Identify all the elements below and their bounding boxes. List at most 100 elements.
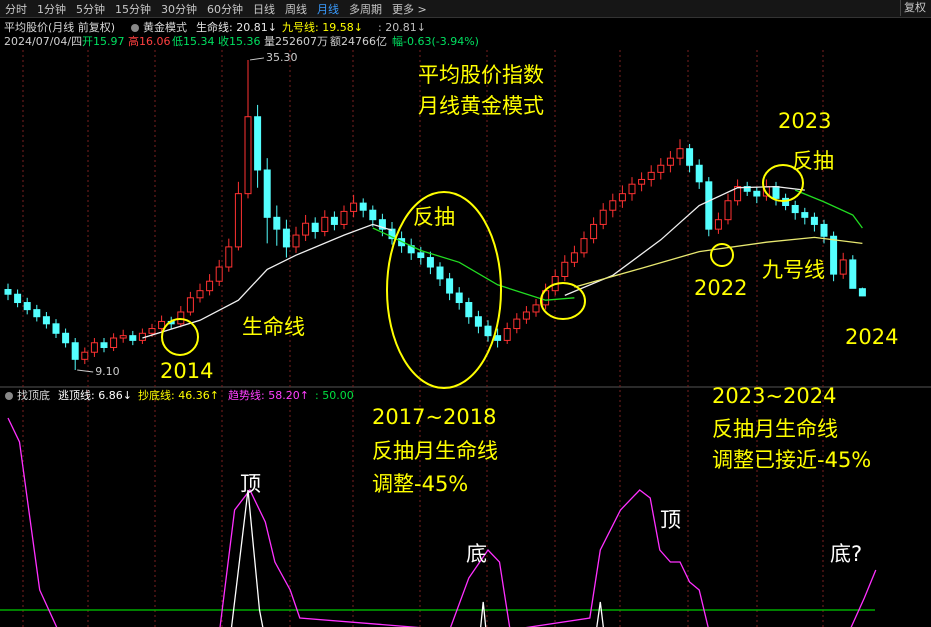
annotation: 顶	[660, 508, 681, 532]
max-label: 35.30	[266, 51, 298, 64]
annotation: 调整-45%	[372, 472, 468, 496]
chart: 35.309.10 平均股价指数月线黄金模式2023反抽反抽2022九号线202…	[0, 20, 931, 627]
annotation: 九号线	[762, 258, 825, 282]
candle-body	[417, 252, 425, 259]
period-tab[interactable]: 多周期	[349, 2, 382, 16]
period-tab[interactable]: 5分钟	[76, 2, 105, 16]
candle-body	[695, 164, 703, 183]
candle-body	[609, 200, 617, 211]
candle-body	[340, 210, 348, 225]
candle-body	[830, 235, 838, 275]
candle-body	[33, 309, 41, 318]
candle-body	[446, 278, 454, 294]
highlight-circle	[710, 243, 734, 267]
annotations: 平均股价指数月线黄金模式2023反抽反抽2022九号线20242014生命线20…	[160, 63, 898, 566]
candle-body	[378, 219, 386, 230]
candle-body	[292, 234, 300, 248]
candle-body	[753, 190, 761, 197]
candle-body	[580, 238, 588, 254]
annotation: 2024	[845, 325, 898, 349]
period-tab[interactable]: 周线	[285, 2, 307, 16]
candle-body	[474, 316, 482, 327]
candle-body	[561, 261, 569, 277]
candle-body	[388, 228, 396, 240]
period-tab[interactable]: 月线	[317, 2, 339, 16]
candle-body	[282, 228, 290, 248]
candle-body	[254, 116, 262, 171]
candle-body	[62, 332, 70, 344]
adjust-button[interactable]: 复权	[900, 0, 929, 16]
candle-body	[52, 323, 60, 334]
period-tab[interactable]: 1分钟	[37, 2, 66, 16]
sub-panel	[0, 417, 877, 627]
candle-body	[676, 148, 684, 159]
max-pointer	[249, 57, 265, 61]
candle-body	[81, 351, 89, 360]
toolbar: 分时 1分钟 5分钟 15分钟 30分钟 60分钟 日线 周线 月线 多周期 更多 > 复权	[0, 0, 931, 18]
period-separators	[22, 50, 824, 627]
annotation: 平均股价指数	[418, 63, 544, 87]
candle-body	[321, 216, 329, 233]
candle-body	[244, 116, 252, 195]
annotation: 顶	[240, 472, 261, 496]
candle-body	[657, 164, 665, 173]
candle-body	[513, 318, 521, 330]
candle-body	[570, 252, 578, 263]
candle-body	[455, 292, 463, 304]
candle-body	[465, 302, 473, 318]
period-tab[interactable]: 分时	[5, 2, 27, 16]
indicator-line	[574, 236, 863, 288]
period-tab[interactable]: 日线	[253, 2, 275, 16]
candle-body	[234, 193, 242, 248]
signal-line	[230, 489, 604, 627]
candle-body	[369, 209, 377, 221]
candle-body	[647, 171, 655, 180]
candle-body	[100, 342, 108, 348]
period-tab[interactable]: 30分钟	[161, 2, 197, 16]
candle-body	[801, 212, 809, 218]
indicator-value: 生命线: 20.81↓	[196, 20, 277, 34]
candle-body	[129, 335, 137, 341]
candle-body	[590, 223, 598, 240]
candle-body	[158, 320, 166, 330]
candle-body	[638, 178, 646, 185]
candle-body	[484, 325, 492, 337]
annotation: 反抽月生命线	[712, 417, 838, 441]
candle-body	[724, 200, 732, 221]
sub-indicator-value: 趋势线: 58.20↑	[228, 388, 309, 402]
quote-item: 高16.06	[128, 34, 171, 48]
candle-body	[618, 193, 626, 202]
main-panel: 35.30 9.10	[4, 51, 866, 378]
candle-body	[532, 304, 540, 313]
sub-indicator-value: 抄底线: 46.36↑	[138, 388, 219, 402]
indicator-icon	[5, 392, 13, 400]
indicator-value: : 20.81↓	[378, 21, 426, 34]
candle-body	[849, 259, 857, 289]
candle-body	[359, 202, 367, 211]
quote-item: 幅-0.63(-3.94%)	[392, 35, 479, 48]
period-tab[interactable]: 更多 >	[392, 2, 427, 16]
candle-body	[148, 328, 156, 334]
candle-body	[23, 302, 31, 311]
candle-body	[42, 316, 50, 325]
candle-body	[110, 337, 118, 348]
candle-body	[522, 311, 530, 320]
sub-title: 找顶底	[17, 388, 50, 402]
candle-body	[494, 335, 502, 341]
candle-body	[119, 335, 127, 339]
quote-item: 低15.34	[172, 35, 215, 48]
period-tab[interactable]: 60分钟	[207, 2, 243, 16]
annotation: 2023~2024	[712, 384, 836, 408]
candle-body	[350, 202, 358, 212]
min-pointer	[77, 369, 94, 373]
candle-body	[4, 289, 12, 295]
signal-line	[7, 417, 877, 627]
period-tab[interactable]: 15分钟	[115, 2, 151, 16]
candle-body	[628, 183, 636, 195]
candle-body	[734, 186, 742, 202]
candle-body	[186, 297, 194, 313]
indicator-line	[372, 189, 863, 301]
annotation: 2023	[778, 109, 831, 133]
candle-body	[839, 259, 847, 275]
candle-body	[206, 280, 214, 292]
